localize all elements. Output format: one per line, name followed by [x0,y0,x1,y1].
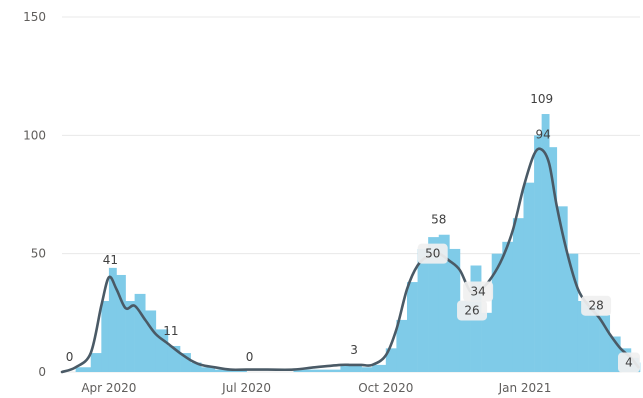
bar [101,301,110,372]
bar [609,336,621,372]
data-label-box [417,243,448,264]
daily-bars [75,114,641,373]
bar [134,293,146,372]
bar [428,237,440,372]
y-tick-label: 50 [31,247,46,261]
x-tick-label: Oct 2020 [358,381,413,395]
bar [534,135,542,372]
bar [90,353,102,372]
bar [293,369,315,372]
bar [180,353,191,372]
bar [541,114,550,373]
bar [372,364,387,372]
y-tick-label: 0 [38,365,46,379]
bar [577,301,589,372]
bar [314,369,341,372]
bar [481,312,493,372]
bar [491,253,503,372]
bar [116,274,126,372]
data-label-box [581,295,612,316]
bar [406,282,418,372]
bar [588,305,600,372]
data-label: 26 [464,303,479,317]
y-tick-label: 150 [23,10,46,24]
data-label-box [463,281,494,302]
data-label: 4 [625,356,633,370]
average-line-group [60,147,640,374]
bar [145,310,157,372]
bar [449,248,461,372]
bar [361,367,373,372]
bar [201,367,216,372]
bar [108,267,117,372]
data-label: 58 [431,213,446,227]
bar [125,301,135,372]
bar [351,364,362,372]
bar [75,367,92,372]
x-tick-label: Jan 2021 [498,381,552,395]
data-label: 109 [530,92,553,106]
bar [396,319,408,372]
data-label: 28 [588,299,603,313]
data-label: 0 [66,350,74,364]
y-tick-label: 100 [23,128,46,142]
bar [523,182,535,372]
y-axis-ticks: 0 50 100 150 [23,10,46,379]
bar [556,206,568,372]
bar [599,315,611,372]
bar [385,348,397,372]
data-label: 0 [246,350,254,364]
bar [512,218,524,372]
data-label: 34 [470,285,485,299]
bar [459,301,471,372]
data-labels: 0 41 11 0 3 58 109 94 50 26 34 28 4 [66,92,640,373]
x-tick-label: Jul 2020 [221,381,271,395]
average-line [60,147,640,374]
bar [438,234,450,372]
bar [340,364,352,372]
bar [567,253,579,372]
x-tick-label: Apr 2020 [81,381,136,395]
data-label: 50 [425,247,440,261]
data-label-box [457,300,488,321]
x-axis-ticks: Apr 2020 Jul 2020 Oct 2020 Jan 2021 [81,381,551,395]
bar [502,241,514,372]
data-label-box [618,352,640,373]
bar [190,362,202,372]
bar [214,369,231,372]
data-label: 11 [163,324,178,338]
data-label: 3 [350,343,358,357]
data-label: 41 [103,253,118,267]
bar [549,147,558,372]
data-label: 94 [536,128,551,142]
bar [417,248,429,372]
